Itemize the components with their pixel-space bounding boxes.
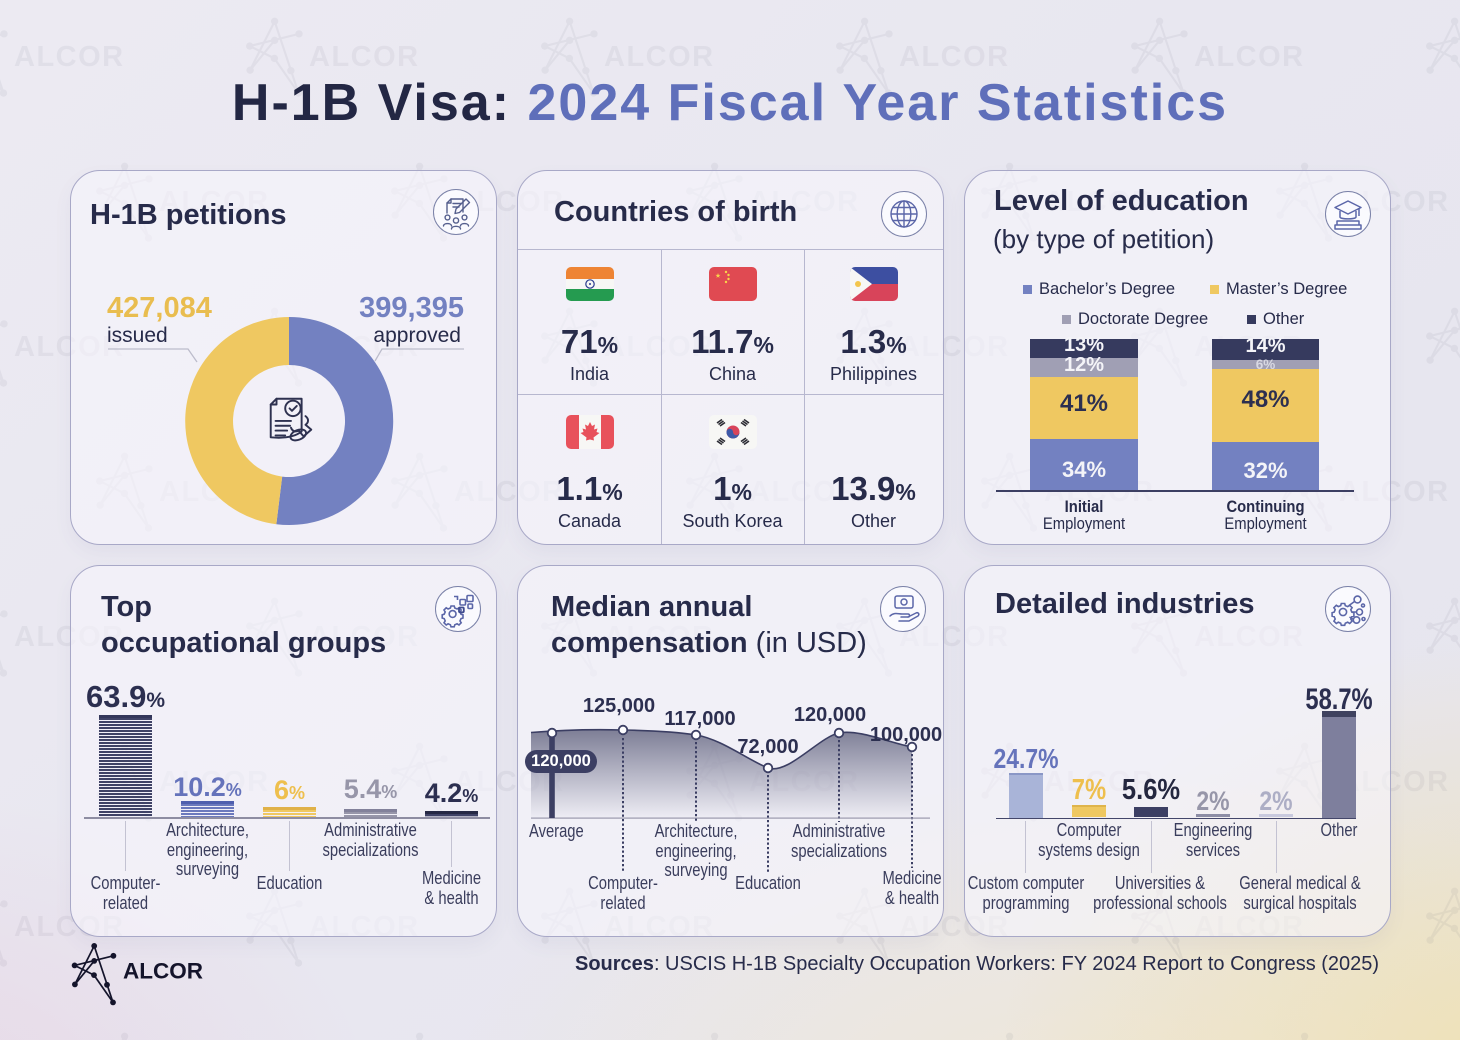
svg-text:ALCOR: ALCOR <box>123 959 203 984</box>
svg-text:120,000: 120,000 <box>531 752 591 770</box>
